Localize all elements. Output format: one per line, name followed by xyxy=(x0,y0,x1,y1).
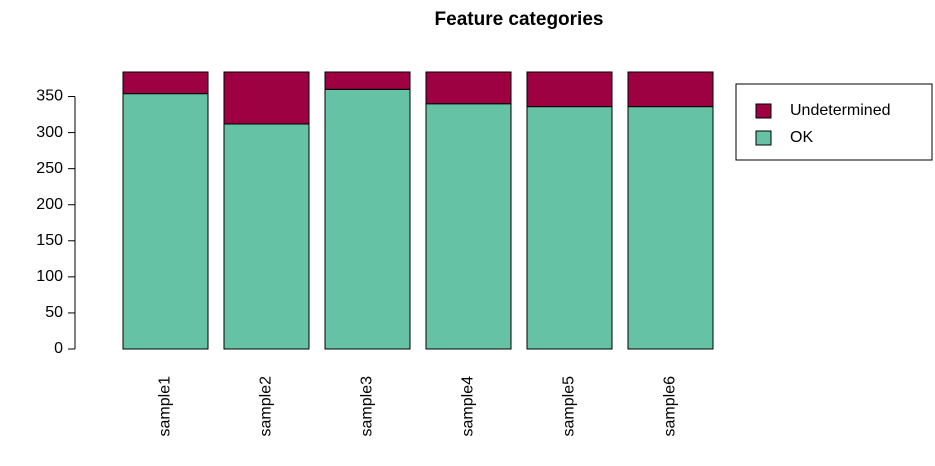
bar-segment xyxy=(425,71,512,105)
bar-segment xyxy=(223,71,310,125)
chart-title: Feature categories xyxy=(435,9,604,30)
y-tick-label: 200 xyxy=(36,196,63,213)
bar-segment xyxy=(526,106,613,350)
y-tick-label: 300 xyxy=(36,124,63,141)
bar-segment xyxy=(627,71,714,108)
bar-segment xyxy=(425,103,512,350)
bar-segment xyxy=(223,123,310,350)
x-tick-label: sample3 xyxy=(359,376,376,437)
bar-segment xyxy=(324,71,411,90)
legend-box xyxy=(735,83,933,161)
bar-segment xyxy=(122,93,209,350)
x-tick-label: sample5 xyxy=(561,376,578,437)
y-tick-label: 100 xyxy=(36,268,63,285)
y-tick-label: 250 xyxy=(36,160,63,177)
y-tick-label: 350 xyxy=(36,88,63,105)
x-tick-label: sample4 xyxy=(460,376,477,437)
bar-segment xyxy=(526,71,613,108)
bar-segment xyxy=(324,88,411,350)
legend-swatch xyxy=(755,103,772,119)
y-tick-label: 50 xyxy=(45,304,63,321)
y-tick-label: 0 xyxy=(54,340,63,357)
legend-swatch xyxy=(755,130,772,146)
x-tick-label: sample1 xyxy=(157,376,174,437)
legend-label: OK xyxy=(790,129,813,146)
bar-segment xyxy=(122,71,209,95)
x-tick-label: sample2 xyxy=(258,376,275,437)
x-tick-label: sample6 xyxy=(662,376,679,437)
bar-segment xyxy=(627,106,714,350)
y-tick-label: 150 xyxy=(36,232,63,249)
legend-label: Undetermined xyxy=(790,102,891,119)
